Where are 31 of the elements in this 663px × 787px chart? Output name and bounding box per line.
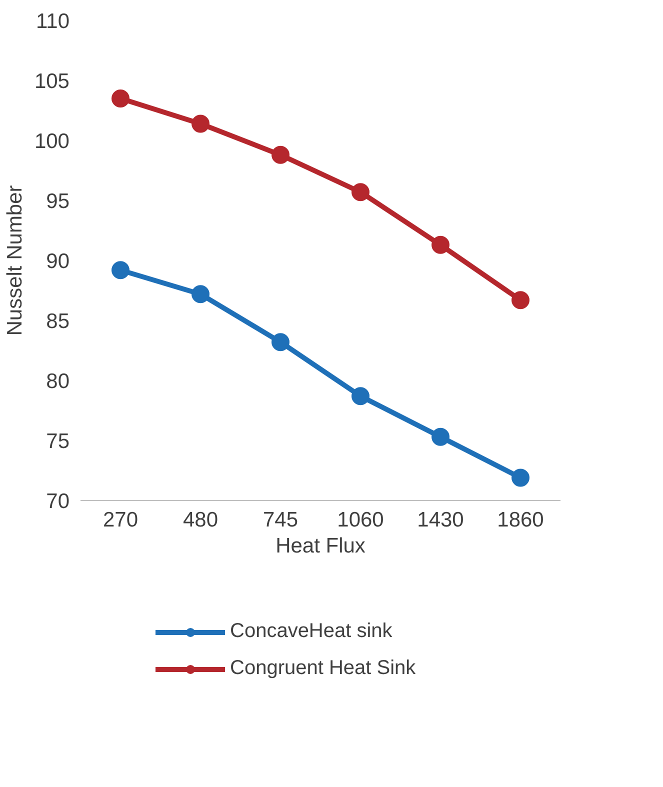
point xyxy=(432,428,450,446)
point xyxy=(512,291,530,310)
y-tick-label: 80 xyxy=(46,370,70,393)
x-tick-label: 1860 xyxy=(497,508,544,532)
legend-label: Congruent Heat Sink xyxy=(230,657,416,680)
y-tick-label: 105 xyxy=(34,70,70,93)
x-tick-label: 1430 xyxy=(417,508,464,532)
point xyxy=(352,387,370,406)
legend-label: ConcaveHeat sink xyxy=(230,620,392,643)
y-tick-label: 90 xyxy=(46,250,70,273)
point xyxy=(112,261,130,280)
point xyxy=(352,183,370,202)
y-tick-label: 110 xyxy=(36,10,70,33)
point xyxy=(432,236,450,254)
point xyxy=(512,468,530,487)
point xyxy=(192,285,210,304)
point xyxy=(112,90,130,108)
y-tick-label: 100 xyxy=(34,130,70,153)
x-tick-label: 480 xyxy=(182,508,218,532)
y-tick-label: 85 xyxy=(46,310,70,333)
y-tick-label: 95 xyxy=(46,190,70,213)
point xyxy=(272,146,290,164)
x-axis-title: Heat Flux xyxy=(276,534,366,558)
point xyxy=(192,114,210,133)
y-tick-label: 70 xyxy=(46,490,70,513)
x-tick-label: 270 xyxy=(102,508,138,532)
x-tick-label: 1060 xyxy=(337,508,384,532)
x-tick-label: 745 xyxy=(262,508,298,532)
y-tick-label: 75 xyxy=(46,430,70,453)
point xyxy=(272,333,290,352)
y-axis-title: Nusselt Number xyxy=(3,185,26,336)
